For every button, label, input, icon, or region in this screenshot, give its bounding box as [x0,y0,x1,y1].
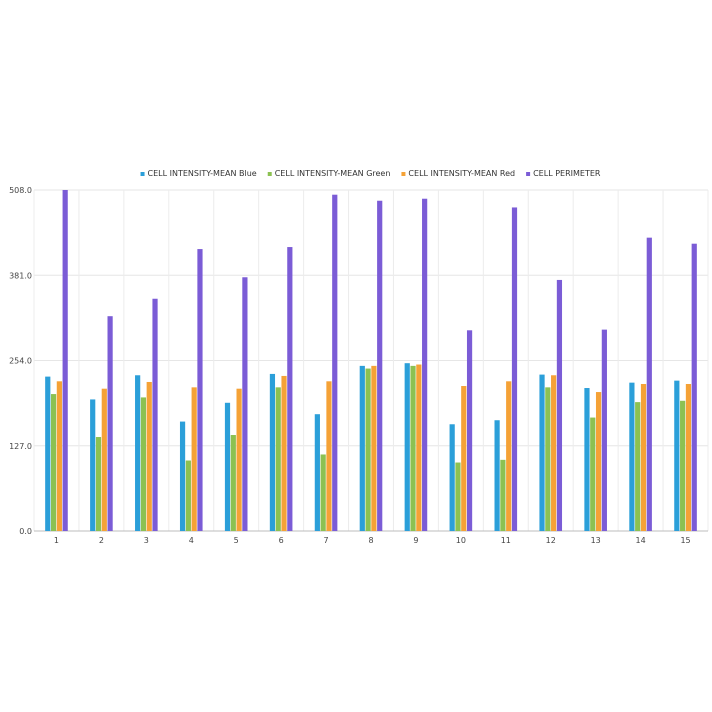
x-tick-label: 7 [324,536,329,545]
bar [590,417,596,531]
bar [45,376,51,531]
x-tick-label: 3 [144,536,149,545]
bar [179,421,186,531]
bar [140,397,147,531]
bar [62,190,68,531]
legend-label: CELL PERIMETER [533,169,601,178]
bar [461,386,467,531]
bars [45,190,697,532]
bar [326,381,332,531]
bar [551,375,557,531]
legend-swatch [267,172,272,176]
x-tick-label: 8 [368,536,373,545]
bar [230,435,236,531]
legend-label: CELL INTENSITY-MEAN Green [275,169,391,178]
bar [680,400,686,531]
bar [224,402,231,531]
x-tick-label: 9 [413,536,418,545]
bar [545,387,551,531]
bar [191,387,197,531]
y-tick-label: 381.0 [9,271,32,280]
bar [377,200,383,531]
x-tick-label: 12 [546,536,556,545]
bar [242,277,248,531]
bar [691,243,697,531]
x-tick-label: 1 [54,536,59,545]
x-tick-label: 14 [636,536,646,545]
bar [422,198,428,531]
legend-label: CELL INTENSITY-MEAN Red [408,169,515,178]
bar [90,399,96,531]
x-tick-label: 4 [189,536,194,545]
x-tick-label: 2 [99,536,104,545]
y-tick-label: 0.0 [19,527,32,536]
x-tick-label: 13 [591,536,601,545]
bar [556,279,563,531]
y-tick-label: 508.0 [9,186,32,195]
bar [584,388,590,531]
y-tick-label: 127.0 [9,442,32,451]
bar [185,460,191,531]
legend: CELL INTENSITY-MEAN Blue CELL INTENSITY-M… [140,169,601,178]
x-axis: 1 2 3 4 5 6 7 8 9 10 11 12 13 14 15 [34,530,708,545]
legend-label: CELL INTENSITY-MEAN Blue [148,169,257,178]
bar [287,247,293,532]
bar [404,363,410,531]
bar [320,454,326,531]
bar [107,316,113,531]
bar [455,462,461,531]
y-axis: 0.0 127.0 254.0 381.0 508.0 [9,186,32,536]
bar [359,365,365,531]
legend-swatch [526,172,531,176]
grid-lines [33,189,709,532]
bar [371,365,377,531]
bar [281,375,287,531]
x-tick-label: 5 [234,536,239,545]
bar [135,375,141,531]
bar [410,365,416,531]
bar [640,383,647,531]
x-tick-label: 11 [501,536,511,545]
bar [197,249,203,531]
bar [275,387,281,531]
bar [146,381,152,531]
bar [314,414,320,531]
bar [629,382,635,531]
bar [511,207,518,531]
bar [365,368,371,531]
bar [674,380,680,531]
x-tick-label: 6 [279,536,284,545]
bar [635,402,641,531]
bar [332,194,338,531]
bar [595,392,602,531]
bar [466,330,473,531]
bar [416,364,422,531]
bar [269,373,276,531]
bar [494,420,500,531]
bar [539,374,545,531]
bar [101,388,107,531]
bar [50,394,57,531]
x-tick-label: 10 [456,536,466,545]
bar [506,381,512,531]
bar [152,298,158,531]
bar [236,388,242,531]
legend-swatch [401,172,406,176]
legend-swatch [140,172,145,176]
bar [646,237,652,531]
y-tick-label: 254.0 [9,357,32,366]
bar [449,424,455,531]
bar [95,437,102,531]
bar [56,381,62,531]
bar [601,329,607,531]
x-tick-label: 15 [680,536,690,545]
bar [685,383,692,531]
bar [500,459,506,531]
